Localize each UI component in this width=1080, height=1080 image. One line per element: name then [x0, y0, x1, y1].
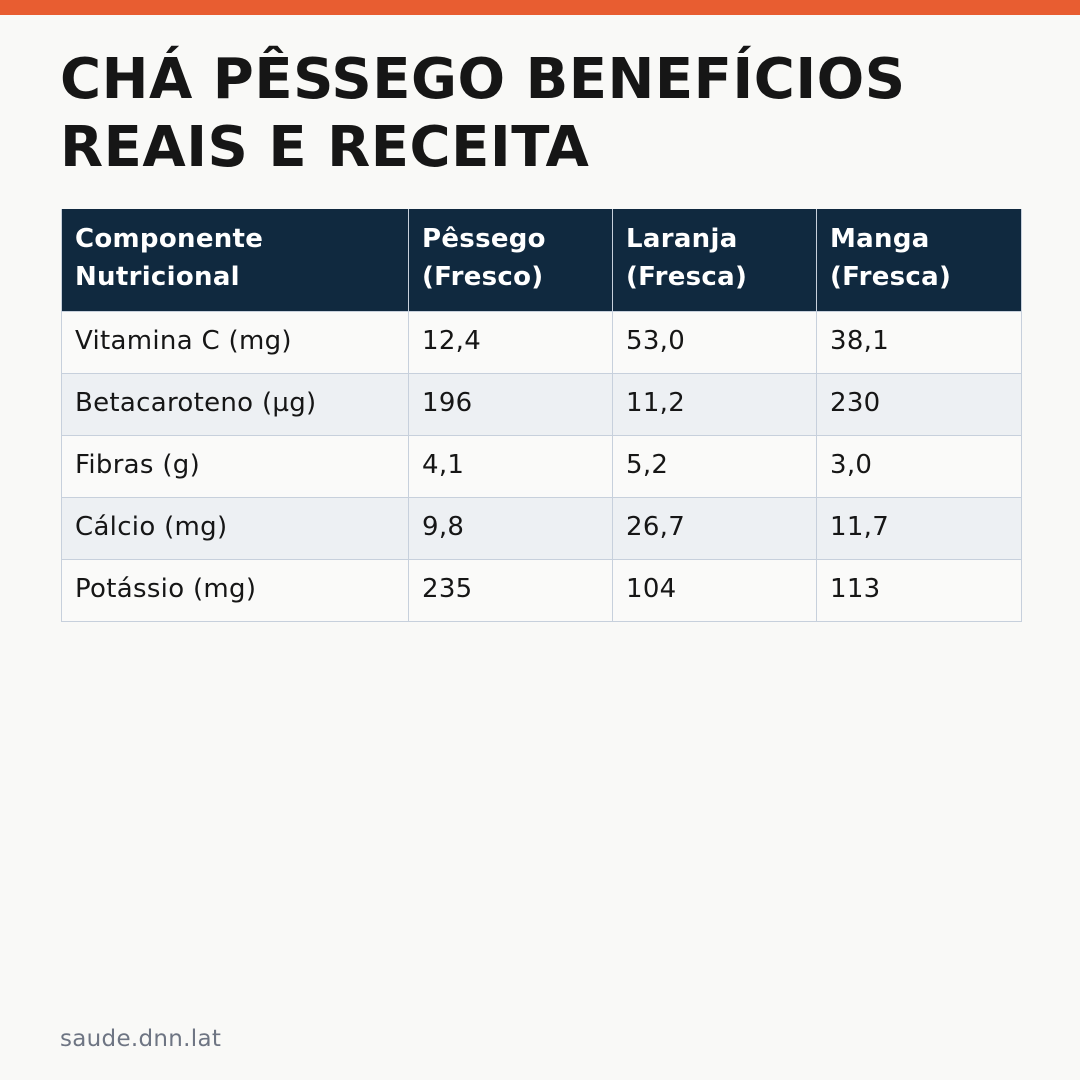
row-label: Fibras (g): [61, 435, 409, 498]
cell-value: 11,2: [612, 373, 817, 436]
column-header-component: Componente Nutricional: [61, 209, 409, 312]
top-accent-bar: [0, 0, 1080, 15]
cell-value: 4,1: [408, 435, 613, 498]
cell-value: 235: [408, 559, 613, 622]
cell-value: 196: [408, 373, 613, 436]
row-label: Vitamina C (mg): [61, 311, 409, 374]
table-row: Potássio (mg) 235 104 113: [61, 559, 1022, 622]
row-label: Cálcio (mg): [61, 497, 409, 560]
cell-value: 12,4: [408, 311, 613, 374]
nutrition-comparison-table: Componente Nutricional Pêssego (Fresco) …: [61, 209, 1022, 622]
cell-value: 3,0: [816, 435, 1022, 498]
cell-value: 230: [816, 373, 1022, 436]
row-label: Betacaroteno (µg): [61, 373, 409, 436]
cell-value: 5,2: [612, 435, 817, 498]
table-header-row: Componente Nutricional Pêssego (Fresco) …: [61, 209, 1022, 312]
cell-value: 53,0: [612, 311, 817, 374]
table-row: Cálcio (mg) 9,8 26,7 11,7: [61, 497, 1022, 560]
cell-value: 104: [612, 559, 817, 622]
table-row: Betacaroteno (µg) 196 11,2 230: [61, 373, 1022, 436]
row-label: Potássio (mg): [61, 559, 409, 622]
footer-site-url: saude.dnn.lat: [60, 1026, 222, 1052]
cell-value: 11,7: [816, 497, 1022, 560]
cell-value: 38,1: [816, 311, 1022, 374]
column-header-peach: Pêssego (Fresco): [408, 209, 613, 312]
cell-value: 9,8: [408, 497, 613, 560]
table-row: Vitamina C (mg) 12,4 53,0 38,1: [61, 311, 1022, 374]
page-title: CHÁ PÊSSEGO BENEFÍCIOS REAIS E RECEITA: [60, 47, 906, 180]
cell-value: 26,7: [612, 497, 817, 560]
table-row: Fibras (g) 4,1 5,2 3,0: [61, 435, 1022, 498]
column-header-mango: Manga (Fresca): [816, 209, 1022, 312]
column-header-orange: Laranja (Fresca): [612, 209, 817, 312]
cell-value: 113: [816, 559, 1022, 622]
